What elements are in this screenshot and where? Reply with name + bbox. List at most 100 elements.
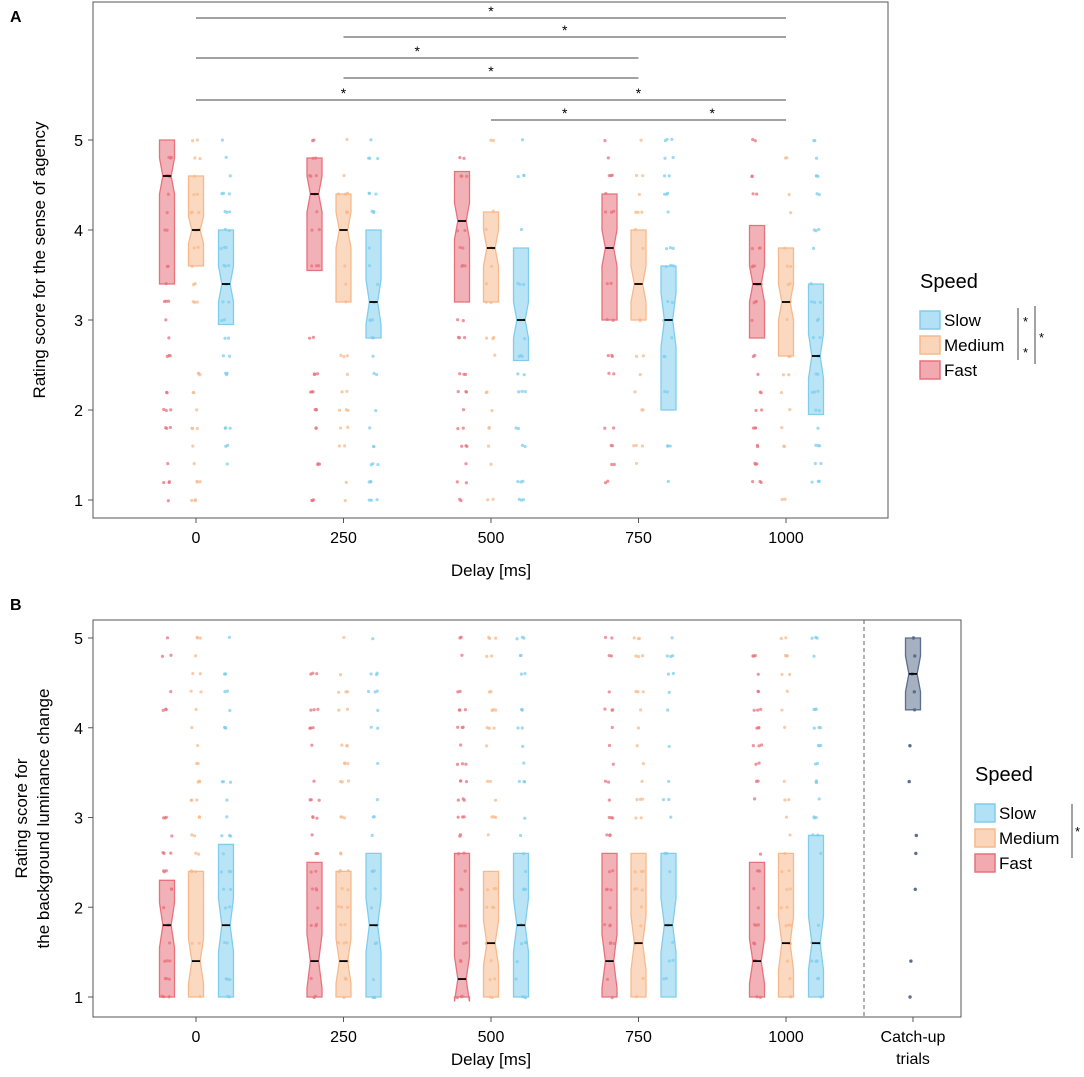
data-point-medium <box>342 444 347 448</box>
data-point-fast <box>166 462 170 466</box>
data-point-slow <box>663 156 667 160</box>
plot-frame <box>92 619 962 1018</box>
data-point-slow <box>519 227 524 232</box>
data-point-fast <box>753 797 757 801</box>
legend-swatch-fast <box>919 360 941 380</box>
data-point-slow <box>376 726 380 730</box>
data-point-slow <box>375 798 379 802</box>
data-point-medium <box>492 726 496 730</box>
data-point-medium <box>641 762 645 766</box>
data-point-medium <box>190 426 194 430</box>
data-point-medium <box>637 192 642 197</box>
data-point-medium <box>638 372 642 377</box>
data-point-slow <box>516 480 520 484</box>
data-point-slow <box>814 156 819 160</box>
data-point-medium <box>635 798 639 802</box>
data-point-medium <box>195 480 199 484</box>
data-point-medium <box>190 833 194 837</box>
data-point-slow <box>666 479 670 484</box>
data-point-slow <box>372 371 376 375</box>
data-point-fast <box>610 444 615 448</box>
data-point-medium <box>788 407 792 412</box>
x-tick-label: 250 <box>330 1029 357 1046</box>
data-point-fast <box>751 479 755 484</box>
data-point-medium <box>636 726 641 730</box>
data-point-medium <box>787 798 791 802</box>
data-point-slow <box>224 155 228 159</box>
data-point-slow <box>819 461 823 466</box>
data-point-fast <box>312 372 316 376</box>
data-point-fast <box>605 833 609 837</box>
data-point-medium <box>342 173 346 178</box>
data-point-medium <box>633 390 637 394</box>
data-point-slow <box>670 636 674 640</box>
data-point-medium <box>189 689 193 693</box>
data-point-fast <box>753 353 757 357</box>
data-point-fast <box>460 653 464 657</box>
y-axis-label-line2: the background luminance change <box>34 689 53 949</box>
data-point-fast <box>751 743 755 748</box>
data-point-fast <box>456 798 460 802</box>
box-medium-1000 <box>777 852 795 998</box>
data-point-slow <box>666 191 670 195</box>
legend-swatch-slow <box>974 803 996 823</box>
data-point-fast <box>164 707 168 711</box>
data-point-medium <box>491 336 495 341</box>
data-point-medium <box>638 708 643 712</box>
legend-label-slow: Slow <box>999 804 1037 823</box>
data-point-slow <box>670 137 674 141</box>
data-point-medium <box>189 798 193 802</box>
data-point-medium <box>641 354 645 358</box>
data-point-fast <box>165 390 169 394</box>
data-point-fast <box>464 389 468 394</box>
data-point-medium <box>346 762 350 766</box>
data-point-medium <box>780 497 784 502</box>
data-point-fast <box>610 353 614 357</box>
data-point-slow <box>810 480 814 484</box>
data-point-medium <box>784 636 788 640</box>
data-point-medium <box>190 725 194 730</box>
data-point-medium <box>784 156 788 160</box>
data-point-slow <box>372 444 376 449</box>
data-point-fast <box>169 653 173 657</box>
data-point-fast <box>610 816 615 820</box>
data-point-fast <box>759 707 763 711</box>
data-point-fast <box>458 708 462 712</box>
data-point-slow <box>812 228 816 232</box>
data-point-catch-up <box>909 959 913 963</box>
data-point-catch-up <box>907 779 911 784</box>
data-point-slow <box>666 444 670 448</box>
data-point-fast <box>607 371 611 375</box>
data-point-medium <box>638 797 643 801</box>
data-point-medium <box>338 779 343 784</box>
significance-star: * <box>415 43 421 59</box>
data-point-medium <box>634 689 638 694</box>
data-point-medium <box>780 672 784 677</box>
data-point-slow <box>667 744 671 749</box>
data-point-medium <box>337 690 341 694</box>
data-point-slow <box>671 246 675 250</box>
data-point-medium <box>197 815 202 819</box>
data-point-fast <box>163 816 167 820</box>
data-point-medium <box>641 408 645 412</box>
box-slow-750 <box>660 265 677 411</box>
data-point-slow <box>813 461 817 466</box>
data-point-medium <box>641 654 645 658</box>
data-point-slow <box>667 174 671 178</box>
data-point-slow <box>523 444 527 449</box>
data-point-slow <box>516 174 520 179</box>
data-point-catch-up <box>914 833 919 838</box>
data-point-fast <box>169 408 173 412</box>
data-point-slow <box>227 210 232 214</box>
data-point-medium <box>632 636 636 640</box>
data-point-medium <box>636 210 640 214</box>
data-point-medium <box>634 461 639 466</box>
data-point-fast <box>756 372 760 376</box>
y-tick-label: 4 <box>74 721 83 738</box>
data-point-medium <box>781 373 786 377</box>
data-point-medium <box>340 390 344 394</box>
data-point-medium <box>195 426 199 431</box>
data-point-slow <box>815 174 819 178</box>
data-point-fast <box>308 726 312 730</box>
data-point-slow <box>225 462 229 466</box>
